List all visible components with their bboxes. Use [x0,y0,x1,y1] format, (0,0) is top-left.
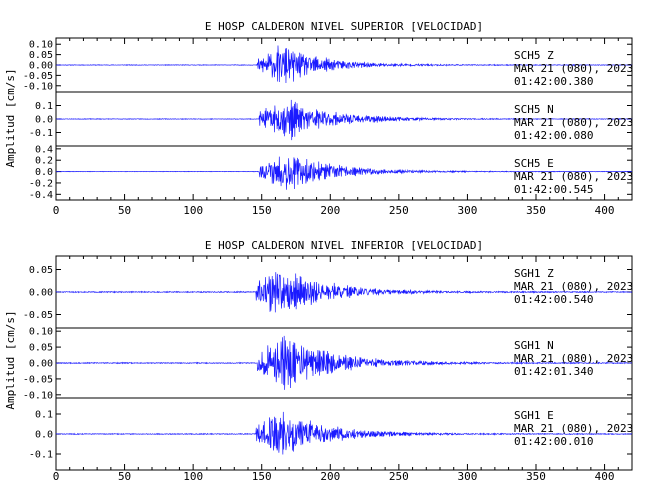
y-tick-label: 0.10 [29,327,53,338]
x-tick-label: 250 [389,204,409,217]
trace-date: MAR 21 (080), 2023 [514,62,633,75]
trace-station-label: SGH1 Z [514,267,554,280]
x-tick-label: 250 [389,470,409,483]
y-axis-label: Amplitud [cm/s] [4,68,17,167]
waveform-trace [55,99,633,141]
y-tick-label: -0.05 [23,310,53,321]
y-tick-label: -0.05 [23,374,53,385]
y-tick-label: 0.1 [35,101,53,112]
trace-station-label: SGH1 N [514,339,554,352]
x-tick-label: 150 [252,470,272,483]
waveform-trace [55,45,633,83]
y-tick-label: 0.05 [29,50,53,61]
x-tick-label: 350 [526,204,546,217]
x-tick-label: 50 [118,204,131,217]
y-tick-label: -0.2 [29,178,53,189]
trace-start-time: 01:42:00.540 [514,293,593,306]
trace-start-time: 01:42:00.380 [514,75,593,88]
y-tick-label: 0.10 [29,40,53,51]
y-tick-label: -0.1 [29,128,53,139]
x-tick-label: 50 [118,470,131,483]
trace-date: MAR 21 (080), 2023 [514,170,633,183]
x-tick-label: 100 [183,470,203,483]
chart-group-2: E HOSP CALDERON NIVEL INFERIOR [VELOCIDA… [4,239,633,483]
trace-date: MAR 21 (080), 2023 [514,422,633,435]
x-tick-label: 150 [252,204,272,217]
chart-title: E HOSP CALDERON NIVEL SUPERIOR [VELOCIDA… [205,20,483,33]
y-tick-label: 0.4 [35,144,53,155]
x-tick-label: 200 [320,204,340,217]
y-tick-label: 0.05 [29,265,53,276]
y-tick-label: 0.2 [35,156,53,167]
x-tick-label: 400 [595,204,615,217]
trace-start-time: 01:42:00.545 [514,183,593,196]
y-axis-label: Amplitud [cm/s] [4,310,17,409]
x-tick-label: 0 [53,204,60,217]
trace-date: MAR 21 (080), 2023 [514,352,633,365]
trace-start-time: 01:42:00.010 [514,435,593,448]
y-tick-label: 0.0 [35,430,53,441]
trace-date: MAR 21 (080), 2023 [514,280,633,293]
y-tick-label: 0.00 [29,288,53,299]
trace-start-time: 01:42:01.340 [514,365,593,378]
x-tick-label: 300 [457,470,477,483]
trace-station-label: SCH5 Z [514,49,554,62]
y-tick-label: -0.1 [29,450,53,461]
waveform-trace [55,335,633,390]
y-tick-label: -0.10 [23,390,53,401]
x-tick-label: 350 [526,470,546,483]
x-tick-label: 400 [595,470,615,483]
waveform-trace [55,156,633,190]
x-tick-label: 100 [183,204,203,217]
trace-date: MAR 21 (080), 2023 [514,116,633,129]
waveform-trace [55,272,633,313]
y-tick-label: 0.1 [35,410,53,421]
trace-station-label: SCH5 N [514,103,554,116]
y-tick-label: -0.10 [23,81,53,92]
chart-group-1: E HOSP CALDERON NIVEL SUPERIOR [VELOCIDA… [4,20,633,217]
y-tick-label: -0.05 [23,71,53,82]
x-tick-label: 0 [53,470,60,483]
trace-start-time: 01:42:00.080 [514,129,593,142]
chart-title: E HOSP CALDERON NIVEL INFERIOR [VELOCIDA… [205,239,483,252]
x-tick-label: 200 [320,470,340,483]
x-tick-label: 300 [457,204,477,217]
trace-station-label: SCH5 E [514,157,554,170]
y-tick-label: 0.05 [29,343,53,354]
trace-station-label: SGH1 E [514,409,554,422]
y-tick-label: 0.0 [35,167,53,178]
waveform-trace [55,411,633,455]
y-tick-label: -0.4 [29,190,53,201]
y-tick-label: 0.0 [35,115,53,126]
y-tick-label: 0.00 [29,359,53,370]
y-tick-label: 0.00 [29,61,53,72]
